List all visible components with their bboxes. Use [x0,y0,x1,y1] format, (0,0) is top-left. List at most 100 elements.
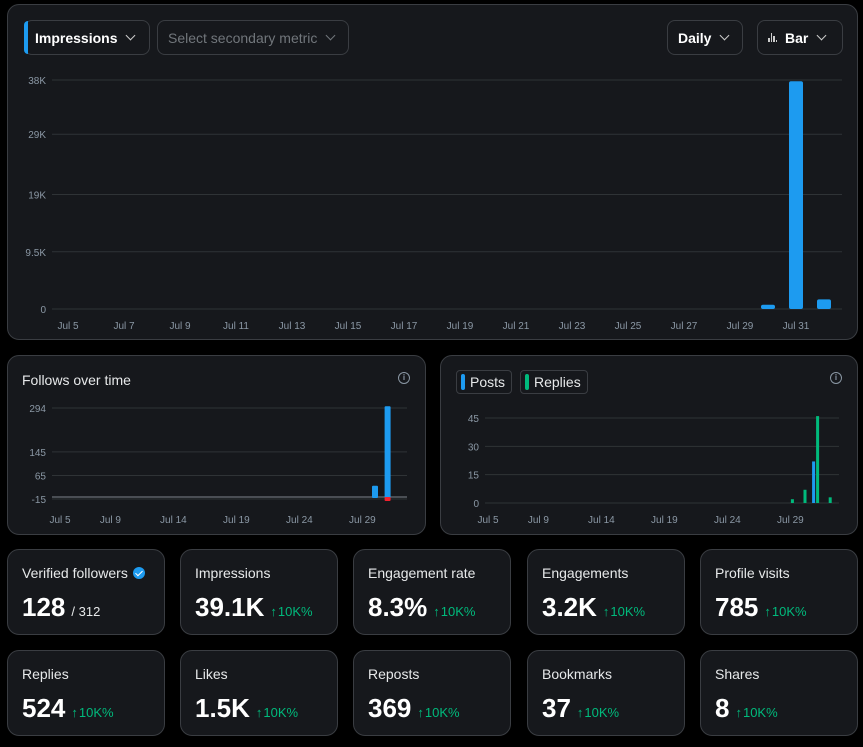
granularity-label: Daily [678,29,712,46]
stat-value-row: 8 ↑ 10K% [715,693,778,724]
stat-label: Impressions [195,565,270,581]
stat-card-replies[interactable]: Replies 524 ↑ 10K% [7,650,165,736]
posts-replies-bar-chart: 45 30 15 0 Jul 5 Jul 9 Jul 14 Jul 19 Jul 24 Jul 2… [468,414,839,526]
stat-card-engagement-rate[interactable]: Engagement rate 8.3% ↑ 10K% [353,549,511,635]
stat-value-row: 128 / 312 [22,592,100,623]
stat-label-text: Bookmarks [542,666,613,682]
stat-card-reposts[interactable]: Reposts 369 ↑ 10K% [353,650,511,736]
stat-label-text: Impressions [195,565,271,581]
secondary-metric-placeholder: Select secondary metric [168,29,318,46]
stat-value: 37 [542,693,571,723]
stat-card-profile-visits[interactable]: Profile visits 785 ↑ 10K% [700,549,858,635]
stat-value: 785 [715,592,759,622]
verified-badge-icon [132,567,145,579]
stat-value-row: 8.3% ↑ 10K% [368,592,475,623]
main-x-tick-label: Jul 31 [783,321,810,332]
impressions-bar [789,81,803,309]
stat-value-row: 1.5K ↑ 10K% [195,693,298,724]
stat-delta-value: 10K% [742,705,778,720]
posts-y-tick-label: 45 [468,414,480,425]
main-y-tick-label: 19K [28,191,46,202]
arrow-up-icon: ↑ [417,705,424,720]
posts-x-tick-label: Jul 24 [714,515,741,526]
stat-value-row: 785 ↑ 10K% [715,592,807,623]
replies-bar [816,416,820,503]
unfollows-bar [384,497,391,501]
stat-delta-value: 10K% [424,705,460,720]
stat-delta-value: 10K% [771,604,807,619]
follows-bar [372,485,378,498]
main-x-tick-label: Jul 11 [223,321,249,332]
arrow-up-icon: ↑ [735,705,742,720]
posts-x-tick-label: Jul 9 [528,515,550,526]
stat-label: Replies [22,666,69,682]
main-y-tick-label: 0 [40,305,46,316]
stat-label-text: Verified followers [22,565,128,581]
stat-value: 39.1K [195,592,265,622]
follows-x-tick-label: Jul 19 [223,515,250,526]
main-y-tick-label: 9.5K [25,248,46,259]
follows-y-tick-label: 65 [35,471,47,482]
posts-bar [812,461,816,503]
chart-type-dropdown[interactable]: Bar [757,20,843,55]
bar-chart-icon [768,33,777,42]
follows-y-tick-label: 294 [29,404,46,415]
legend-swatch-replies [525,374,529,390]
stat-value-row: 39.1K ↑ 10K% [195,592,313,623]
stat-delta-value: 10K% [610,604,646,619]
posts-y-tick-label: 0 [473,499,479,510]
primary-metric-accent [24,21,28,54]
legend-posts[interactable]: Posts [456,370,513,394]
stat-delta: ↑ 10K% [270,604,312,619]
legend-label-posts: Posts [470,374,506,390]
follows-bar [384,406,391,498]
stat-card-shares[interactable]: Shares 8 ↑ 10K% [700,650,858,736]
stat-label-text: Replies [22,666,69,682]
impressions-bar [761,304,775,309]
stat-delta-value: 10K% [277,604,313,619]
stat-card-likes[interactable]: Likes 1.5K ↑ 10K% [180,650,338,736]
follows-panel-title: Follows over time [22,372,131,388]
main-x-tick-label: Jul 13 [279,321,306,332]
stat-delta: ↑ 10K% [71,705,113,720]
stat-sub-value: / 312 [71,604,101,619]
stat-value-row: 369 ↑ 10K% [368,693,460,724]
secondary-metric-dropdown[interactable]: Select secondary metric [157,20,349,55]
stat-delta: ↑ 10K% [603,604,645,619]
stat-label: Engagement rate [368,565,475,581]
info-icon[interactable]: i [830,372,842,384]
stat-label-text: Profile visits [715,565,790,581]
follows-panel: Follows over time i 294 145 65 -15 Jul 5 Jul … [7,355,426,535]
stat-value-row: 524 ↑ 10K% [22,693,114,724]
stat-value-row: 3.2K ↑ 10K% [542,592,645,623]
main-x-tick-label: Jul 9 [169,321,191,332]
stat-delta: ↑ 10K% [577,705,619,720]
stat-label: Profile visits [715,565,790,581]
stat-label-text: Engagement rate [368,565,476,581]
stat-delta: ↑ 10K% [735,705,777,720]
main-x-tick-label: Jul 23 [559,321,586,332]
stat-label: Bookmarks [542,666,612,682]
main-x-tick-label: Jul 27 [671,321,698,332]
follows-x-tick-label: Jul 9 [100,515,122,526]
posts-y-tick-label: 30 [468,442,480,453]
stat-card-impressions[interactable]: Impressions 39.1K ↑ 10K% [180,549,338,635]
stat-delta-value: 10K% [440,604,476,619]
granularity-dropdown[interactable]: Daily [667,20,743,55]
stat-delta-value: 10K% [263,705,299,720]
stat-delta: ↑ 10K% [417,705,459,720]
main-x-tick-label: Jul 7 [113,321,135,332]
info-icon[interactable]: i [398,372,410,384]
stat-card-verified-followers[interactable]: Verified followers 128 / 312 [7,549,165,635]
stat-value: 8 [715,693,730,723]
stat-card-bookmarks[interactable]: Bookmarks 37 ↑ 10K% [527,650,685,736]
legend-replies[interactable]: Replies [520,370,588,394]
arrow-up-icon: ↑ [576,705,584,720]
legend-label-replies: Replies [534,374,581,390]
stat-label-text: Reposts [368,666,420,682]
primary-metric-dropdown[interactable]: Impressions [24,20,150,55]
stat-value: 1.5K [195,693,250,723]
stat-value: 128 [22,592,66,622]
impressions-bar [817,299,831,309]
stat-card-engagements[interactable]: Engagements 3.2K ↑ 10K% [527,549,685,635]
